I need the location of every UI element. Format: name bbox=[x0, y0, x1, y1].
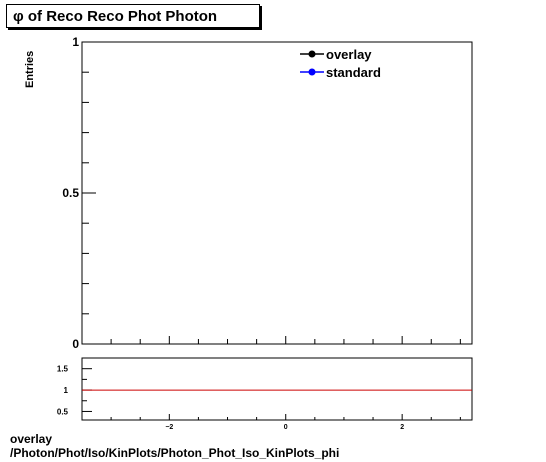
legend-label-standard: standard bbox=[326, 65, 381, 80]
ratio-y-tick-label: 1.5 bbox=[57, 365, 69, 374]
ratio-x-tick-label: −2 bbox=[165, 424, 173, 431]
main-y-axis: 00.51 bbox=[62, 35, 96, 351]
ratio-x-tick-label: 0 bbox=[284, 424, 288, 431]
main-y-tick-label: 1 bbox=[72, 35, 79, 49]
footer-line-1: overlay bbox=[10, 432, 53, 446]
plot-title: φ of Reco Reco Phot Photon bbox=[6, 4, 260, 28]
main-y-tick-label: 0 bbox=[72, 337, 79, 351]
ratio-x-tick-label: 2 bbox=[400, 424, 404, 431]
ratio-plot-frame bbox=[81, 357, 473, 421]
legend-label-overlay: overlay bbox=[326, 47, 372, 62]
ratio-y-tick-label: 1 bbox=[64, 386, 69, 395]
overlay-marker-icon bbox=[300, 50, 324, 58]
footer-line-2: /Photon/Phot/Iso/KinPlots/Photon_Phot_Is… bbox=[10, 446, 340, 460]
main-y-tick-label: 0.5 bbox=[62, 186, 79, 200]
footer-caption: overlay /Photon/Phot/Iso/KinPlots/Photon… bbox=[10, 432, 339, 460]
standard-marker-icon bbox=[300, 68, 324, 76]
ratio-x-axis: −2 0 2 bbox=[110, 414, 461, 431]
main-plot-frame bbox=[81, 41, 473, 345]
ratio-y-tick-label: 0.5 bbox=[57, 407, 69, 416]
main-x-axis bbox=[110, 336, 461, 344]
